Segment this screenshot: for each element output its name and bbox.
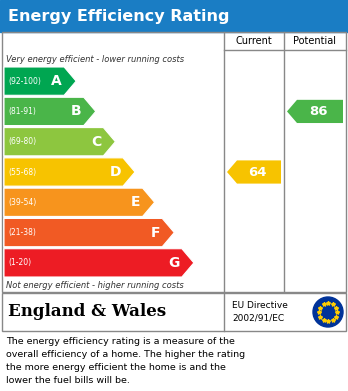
Polygon shape: [287, 100, 343, 123]
Text: 86: 86: [309, 105, 327, 118]
Text: G: G: [168, 256, 180, 270]
Polygon shape: [227, 160, 281, 184]
Circle shape: [313, 297, 343, 327]
Text: A: A: [52, 74, 62, 88]
Text: C: C: [91, 135, 101, 149]
Text: 64: 64: [248, 165, 266, 179]
Text: England & Wales: England & Wales: [8, 303, 166, 321]
Text: (21-38): (21-38): [8, 228, 36, 237]
Text: (55-68): (55-68): [8, 167, 36, 176]
Text: E: E: [131, 195, 141, 209]
Text: Very energy efficient - lower running costs: Very energy efficient - lower running co…: [6, 56, 184, 65]
Text: EU Directive
2002/91/EC: EU Directive 2002/91/EC: [232, 301, 288, 323]
Text: Energy Efficiency Rating: Energy Efficiency Rating: [8, 9, 229, 23]
Text: The energy efficiency rating is a measure of the
overall efficiency of a home. T: The energy efficiency rating is a measur…: [6, 337, 245, 385]
Text: (69-80): (69-80): [8, 137, 36, 146]
Polygon shape: [4, 158, 135, 186]
Polygon shape: [4, 97, 96, 126]
Text: (1-20): (1-20): [8, 258, 31, 267]
Bar: [2, 32, 346, 292]
Text: Not energy efficient - higher running costs: Not energy efficient - higher running co…: [6, 282, 184, 291]
Text: Current: Current: [236, 36, 272, 46]
Bar: [0, 0, 348, 32]
Text: (92-100): (92-100): [8, 77, 41, 86]
Text: D: D: [110, 165, 121, 179]
Text: Potential: Potential: [293, 36, 337, 46]
Polygon shape: [4, 188, 155, 217]
Text: (39-54): (39-54): [8, 198, 36, 207]
Text: F: F: [151, 226, 160, 240]
Text: B: B: [71, 104, 82, 118]
Polygon shape: [4, 127, 116, 156]
Polygon shape: [4, 219, 174, 247]
Bar: [2, 293, 346, 331]
Text: (81-91): (81-91): [8, 107, 36, 116]
Polygon shape: [4, 249, 194, 277]
Polygon shape: [4, 67, 76, 95]
